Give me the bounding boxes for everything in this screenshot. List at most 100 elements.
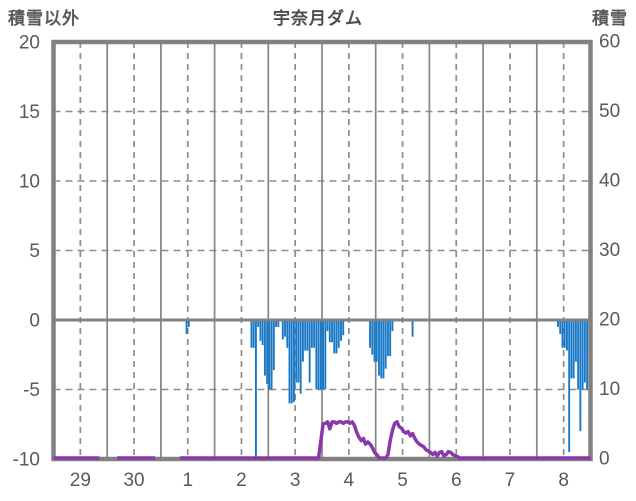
left-axis-ticks: 20 15 10 5 0 -5 -10 xyxy=(13,33,40,471)
precip-bar xyxy=(277,320,280,327)
left-axis-tick: 10 xyxy=(19,172,40,193)
precip-bar xyxy=(380,320,383,379)
precip-bar xyxy=(295,320,298,383)
precip-bar xyxy=(272,320,275,371)
x-axis-tick: 2 xyxy=(236,470,247,491)
precip-bar xyxy=(257,320,260,327)
x-axis-tick: 5 xyxy=(397,470,408,491)
left-axis-tick: 5 xyxy=(29,241,40,262)
x-axis-tick: 1 xyxy=(182,470,193,491)
snow-depth-line xyxy=(53,420,591,460)
precip-bar xyxy=(391,320,394,332)
precip-bar xyxy=(559,320,562,334)
precip-bar xyxy=(411,320,414,337)
precip-bar xyxy=(586,320,589,390)
precip-bar xyxy=(268,320,271,390)
precip-bar xyxy=(574,320,577,362)
precip-bar xyxy=(375,320,378,362)
precip-bar xyxy=(340,320,342,341)
precip-bar xyxy=(566,320,568,351)
precip-bar xyxy=(387,320,389,357)
right-axis-tick: 40 xyxy=(599,171,620,192)
right-axis-title: 積雪 xyxy=(592,9,628,28)
precip-bar xyxy=(326,320,329,332)
x-axis-tick: 3 xyxy=(290,470,301,491)
precip-bar xyxy=(378,320,380,376)
precip-bar xyxy=(306,320,309,351)
precip-bar xyxy=(185,320,188,334)
precip-bar xyxy=(324,320,327,390)
precip-bar xyxy=(293,320,295,403)
chart-title: 宇奈月ダム xyxy=(273,9,363,28)
precip-bar xyxy=(187,320,190,327)
precip-bar xyxy=(301,320,304,362)
precip-bar xyxy=(315,320,318,390)
precip-bar xyxy=(313,320,316,348)
precip-bar xyxy=(252,320,255,348)
precip-bar xyxy=(561,320,564,348)
precip-bar xyxy=(389,320,392,357)
precip-bar xyxy=(572,320,575,379)
precip-bar xyxy=(284,320,286,337)
precip-bar xyxy=(286,320,289,348)
precip-bar xyxy=(579,320,582,432)
precip-bar xyxy=(322,320,325,390)
precip-bar xyxy=(299,320,302,394)
x-axis-tick: 29 xyxy=(70,470,91,491)
precip-bar xyxy=(275,320,278,327)
precip-bar xyxy=(281,320,284,340)
x-axis-tick: 6 xyxy=(451,470,462,491)
precip-bar xyxy=(310,320,313,348)
precip-bar xyxy=(250,320,253,348)
precip-bar xyxy=(369,320,371,348)
right-axis-tick: 10 xyxy=(599,379,620,400)
precip-bar xyxy=(333,320,336,354)
precip-bar xyxy=(331,320,333,343)
precip-bar xyxy=(254,320,257,459)
precip-bar xyxy=(317,320,320,390)
precip-bar xyxy=(308,320,311,383)
precip-bar xyxy=(382,320,385,379)
x-axis-tick: 7 xyxy=(505,470,516,491)
precip-bar xyxy=(263,320,266,376)
precip-bar xyxy=(337,320,340,348)
precip-bar xyxy=(577,320,580,390)
precip-bar xyxy=(266,320,269,384)
precip-bar xyxy=(570,320,573,379)
right-axis-tick: 30 xyxy=(599,240,620,261)
right-axis-ticks: 60 50 40 30 20 10 0 xyxy=(599,32,620,470)
right-axis-tick: 60 xyxy=(599,32,620,53)
precip-bar xyxy=(261,320,264,346)
precip-bar xyxy=(335,320,338,354)
left-axis-tick: 15 xyxy=(19,102,40,123)
snow-line-segment xyxy=(179,420,591,460)
precip-bar xyxy=(581,320,584,390)
precip-bar xyxy=(259,320,262,341)
precip-bar xyxy=(328,320,331,343)
precip-bar xyxy=(297,320,300,383)
right-axis-tick: 20 xyxy=(599,310,620,331)
left-axis-tick: -10 xyxy=(13,450,40,471)
precip-bar xyxy=(557,320,559,327)
precip-bar xyxy=(270,320,273,390)
left-axis-title: 積雪以外 xyxy=(8,9,80,28)
right-axis-tick: 0 xyxy=(599,449,610,470)
precip-bar xyxy=(373,320,376,362)
precip-bar xyxy=(568,320,571,453)
plot-border xyxy=(51,39,593,462)
precip-bar xyxy=(290,320,293,404)
precip-bar xyxy=(384,320,387,369)
precip-bar xyxy=(563,320,566,348)
precip-bar xyxy=(342,320,345,336)
precip-bar xyxy=(304,320,307,351)
precip-bar xyxy=(319,320,322,390)
precip-bar xyxy=(288,320,291,404)
left-axis-tick: 20 xyxy=(19,33,40,54)
x-axis-tick: 8 xyxy=(558,470,569,491)
left-axis-tick: 0 xyxy=(29,311,40,332)
x-axis-tick: 30 xyxy=(123,470,144,491)
x-axis-ticks: 29 30 1 2 3 4 5 6 7 8 xyxy=(70,470,569,491)
right-axis-tick: 50 xyxy=(599,101,620,122)
